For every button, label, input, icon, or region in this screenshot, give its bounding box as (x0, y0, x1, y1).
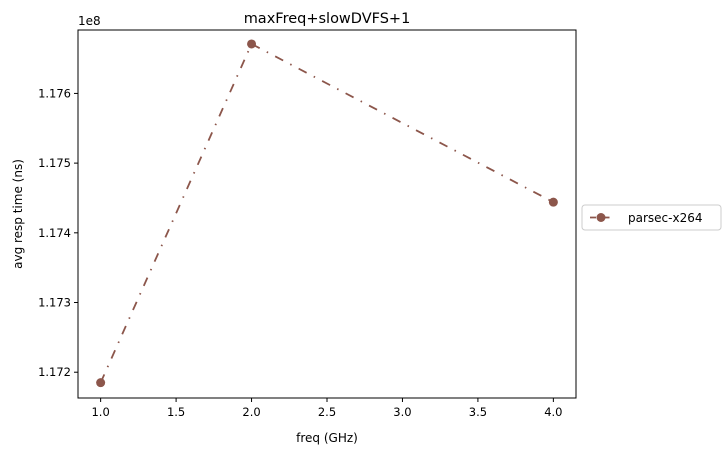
chart-title: maxFreq+slowDVFS+1 (244, 11, 411, 27)
data-point-parsec-x264 (96, 378, 106, 388)
legend-series-label: parsec-x264 (628, 211, 702, 225)
legend-box (581, 204, 722, 231)
data-point-parsec-x264 (548, 197, 558, 207)
x-axis-label: freq (GHz) (296, 431, 358, 445)
x-tick-label: 1.0 (91, 405, 109, 419)
legend-series-marker (596, 213, 606, 222)
y-tick-label: 1.172 (38, 365, 71, 379)
plot-area (96, 39, 558, 388)
y-tick-label: 1.174 (38, 226, 71, 240)
legend: parsec-x264 (581, 204, 722, 231)
y-tick-label: 1.173 (38, 296, 71, 310)
series-line-parsec-x264 (99, 42, 554, 384)
y-axis-offset-label: 1e8 (78, 14, 101, 28)
y-tick-label: 1.176 (38, 86, 71, 100)
y-axis-ticks: 1.172 1.173 1.174 1.175 1.176 (38, 86, 78, 379)
x-tick-label: 4.0 (544, 405, 562, 419)
x-tick-label: 2.5 (318, 405, 336, 419)
y-axis-label: avg resp time (ns) (11, 159, 25, 269)
x-tick-label: 2.0 (242, 405, 260, 419)
data-point-parsec-x264 (247, 39, 257, 49)
x-tick-label: 1.5 (167, 405, 185, 419)
x-axis-ticks: 1.0 1.5 2.0 2.5 3.0 3.5 4.0 (91, 398, 563, 419)
y-tick-label: 1.175 (38, 156, 71, 170)
x-tick-label: 3.5 (469, 405, 487, 419)
x-tick-label: 3.0 (393, 405, 411, 419)
